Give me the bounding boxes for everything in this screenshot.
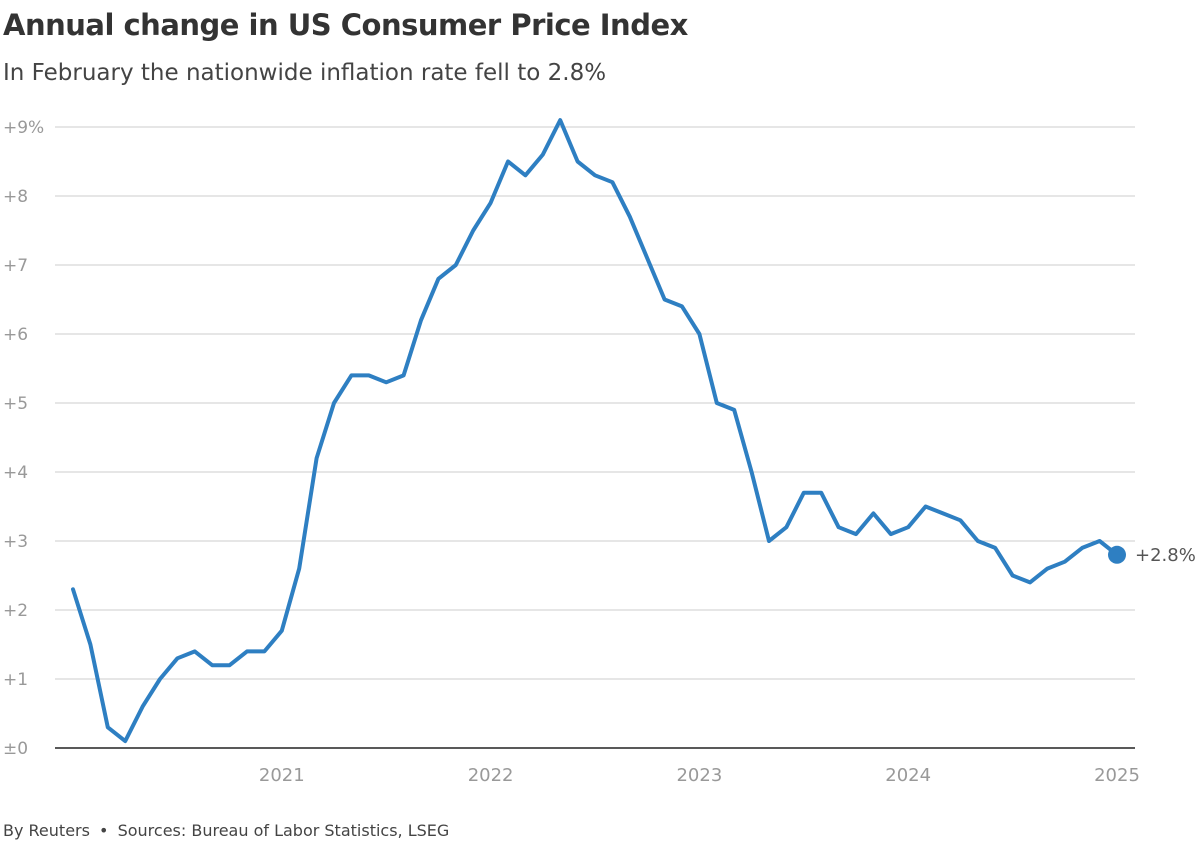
data-point: [88, 643, 92, 647]
y-tick-label: +5: [3, 394, 28, 414]
data-point: [958, 518, 962, 522]
data-point: [471, 229, 475, 233]
data-point: [175, 656, 179, 660]
data-point: [280, 629, 284, 633]
data-point: [802, 491, 806, 495]
data-point: [663, 298, 667, 302]
y-axis-ticks: ±0 +1 +2 +3 +4 +5 +6 +7 +8 +9%: [3, 118, 44, 759]
data-point: [523, 173, 527, 177]
data-point: [123, 739, 127, 743]
end-point-marker: [1108, 545, 1126, 564]
data-point: [576, 160, 580, 164]
data-point: [680, 304, 684, 308]
cpi-series-line: [71, 118, 1119, 744]
y-tick-label: +3: [3, 532, 28, 552]
x-tick-label: 2023: [676, 765, 722, 786]
data-point: [228, 663, 232, 667]
data-point: [1028, 580, 1032, 584]
data-point: [158, 677, 162, 681]
data-point: [819, 491, 823, 495]
sources: Sources: Bureau of Labor Statistics, LSE…: [117, 821, 450, 840]
data-point: [384, 380, 388, 384]
data-point: [750, 470, 754, 474]
x-tick-label: 2024: [885, 765, 931, 786]
y-tick-label: +8: [3, 187, 28, 207]
series-layer: +2.8%: [71, 118, 1196, 744]
data-point: [332, 401, 336, 405]
data-point: [454, 263, 458, 267]
data-point: [837, 525, 841, 529]
data-point: [732, 408, 736, 412]
data-point: [924, 505, 928, 509]
data-point: [871, 511, 875, 515]
data-point: [402, 373, 406, 377]
chart-subtitle: In February the nationwide inflation rat…: [3, 60, 607, 86]
y-tick-label: +1: [3, 670, 28, 690]
data-point: [419, 318, 423, 322]
x-axis-ticks: 2021 2022 2023 2024 2025: [259, 765, 1140, 786]
data-point: [1080, 546, 1084, 550]
data-point: [1098, 539, 1102, 543]
data-point: [906, 525, 910, 529]
data-point: [71, 587, 75, 591]
data-point: [593, 173, 597, 177]
data-point: [106, 725, 110, 729]
data-point: [489, 201, 493, 205]
data-point: [367, 373, 371, 377]
data-point: [141, 705, 145, 709]
data-point: [767, 539, 771, 543]
y-tick-label: ±0: [3, 739, 28, 759]
footer-separator: •: [99, 821, 109, 840]
data-point: [349, 373, 353, 377]
data-point: [1063, 560, 1067, 564]
y-tick-label: +4: [3, 463, 28, 483]
data-point: [1045, 567, 1049, 571]
data-point: [558, 118, 562, 122]
data-point: [645, 256, 649, 260]
data-point: [854, 532, 858, 536]
gridlines: [55, 126, 1135, 749]
data-point: [297, 567, 301, 571]
data-point: [697, 332, 701, 336]
data-point: [210, 663, 214, 667]
data-point: [436, 277, 440, 281]
data-point: [889, 532, 893, 536]
x-tick-label: 2021: [259, 765, 305, 786]
y-tick-label: +2: [3, 601, 28, 621]
data-point: [541, 153, 545, 157]
chart-footer: By Reuters • Sources: Bureau of Labor St…: [3, 821, 449, 840]
x-tick-label: 2022: [468, 765, 514, 786]
data-point: [262, 649, 266, 653]
chart-title: Annual change in US Consumer Price Index: [3, 8, 688, 42]
data-point: [506, 160, 510, 164]
data-point: [245, 649, 249, 653]
data-point: [993, 546, 997, 550]
data-point: [610, 180, 614, 184]
y-tick-label: +6: [3, 325, 28, 345]
data-point: [784, 525, 788, 529]
data-point: [941, 511, 945, 515]
y-tick-label: +9%: [3, 118, 44, 138]
y-tick-label: +7: [3, 256, 28, 276]
data-point: [315, 456, 319, 460]
end-point-label: +2.8%: [1135, 545, 1196, 566]
data-point: [193, 649, 197, 653]
x-tick-label: 2025: [1094, 765, 1140, 786]
data-point: [715, 401, 719, 405]
data-point: [976, 539, 980, 543]
data-point: [628, 215, 632, 219]
data-point: [1011, 574, 1015, 578]
byline: By Reuters: [3, 821, 90, 840]
